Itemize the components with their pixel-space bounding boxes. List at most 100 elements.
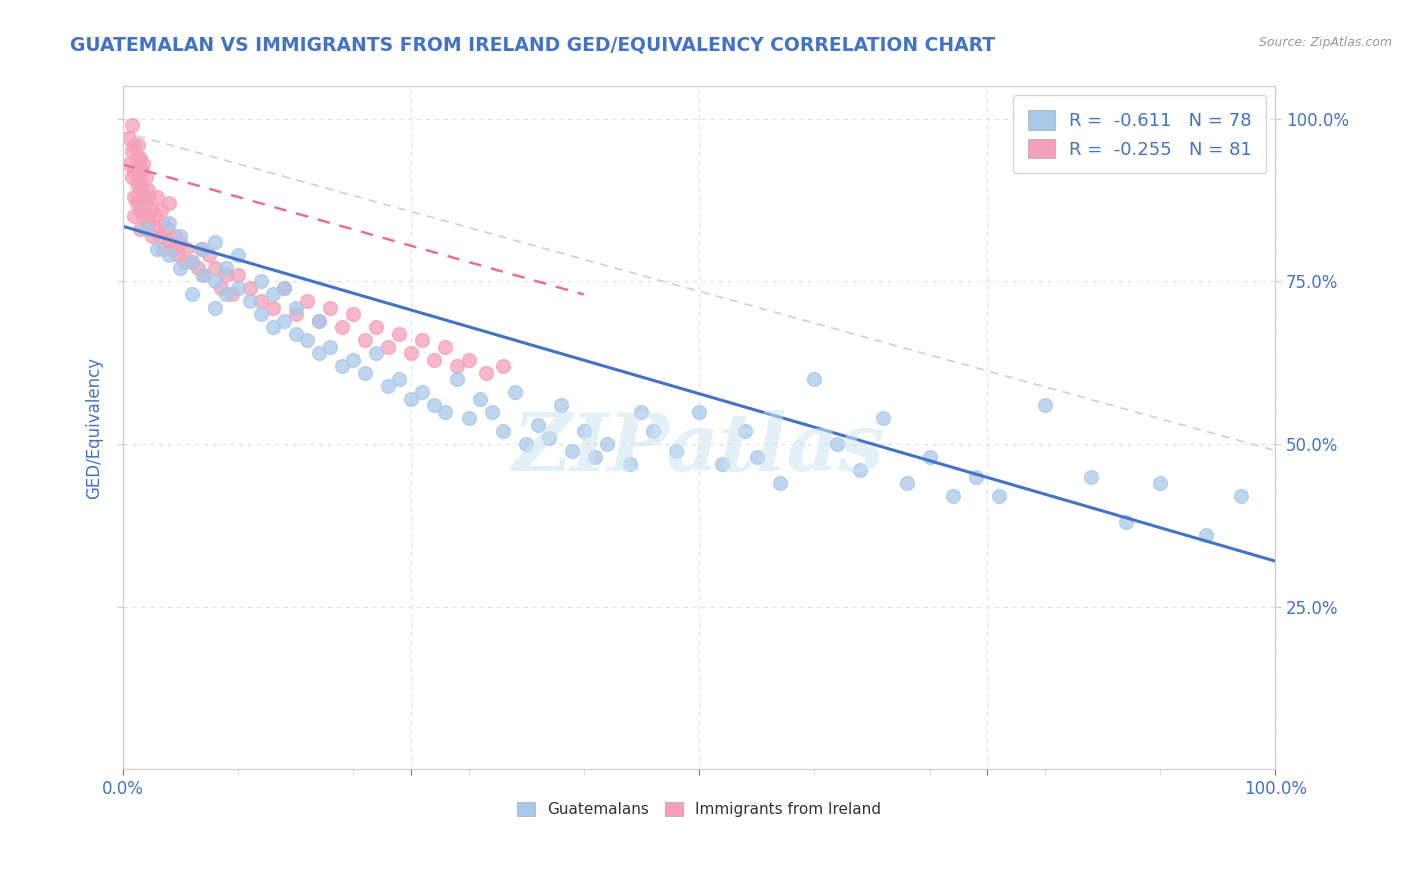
Point [492, 424, 515, 438]
Point [273, 313, 295, 327]
Point [215, 268, 238, 282]
Point [849, 463, 872, 477]
Point [136, 210, 159, 224]
Point [125, 151, 148, 165]
Point [152, 216, 174, 230]
Point [135, 222, 157, 236]
Point [827, 437, 849, 451]
Point [135, 170, 157, 185]
Point [250, 293, 273, 308]
Point [131, 164, 153, 178]
Point [342, 307, 364, 321]
Point [146, 242, 169, 256]
Point [204, 301, 226, 315]
Point [411, 385, 433, 400]
Point [238, 281, 260, 295]
Point [1115, 515, 1137, 529]
Point [342, 352, 364, 367]
Point [162, 242, 184, 256]
Point [226, 281, 249, 295]
Point [204, 275, 226, 289]
Text: GUATEMALAN VS IMMIGRANTS FROM IRELAND GED/EQUIVALENCY CORRELATION CHART: GUATEMALAN VS IMMIGRANTS FROM IRELAND GE… [70, 36, 995, 54]
Point [423, 352, 446, 367]
Point [122, 190, 145, 204]
Point [167, 248, 190, 262]
Point [149, 202, 172, 217]
Point [204, 235, 226, 250]
Point [377, 378, 399, 392]
Point [596, 437, 619, 451]
Point [284, 326, 307, 341]
Point [262, 320, 284, 334]
Point [129, 202, 152, 217]
Point [308, 313, 330, 327]
Point [745, 450, 768, 464]
Point [942, 489, 965, 503]
Point [129, 222, 152, 236]
Point [769, 476, 792, 491]
Point [187, 261, 209, 276]
Point [127, 190, 149, 204]
Point [423, 398, 446, 412]
Point [561, 443, 583, 458]
Point [262, 287, 284, 301]
Point [388, 326, 411, 341]
Point [475, 366, 498, 380]
Point [138, 216, 160, 230]
Point [157, 196, 180, 211]
Point [711, 457, 734, 471]
Point [399, 346, 422, 360]
Point [319, 301, 342, 315]
Point [250, 307, 273, 321]
Point [273, 281, 295, 295]
Point [803, 372, 825, 386]
Point [226, 248, 249, 262]
Point [583, 450, 606, 464]
Point [209, 281, 232, 295]
Legend: Guatemalans, Immigrants from Ireland: Guatemalans, Immigrants from Ireland [510, 796, 887, 823]
Point [630, 404, 652, 418]
Point [468, 392, 491, 406]
Point [538, 431, 561, 445]
Point [163, 229, 186, 244]
Point [122, 164, 145, 178]
Point [388, 372, 411, 386]
Point [129, 151, 152, 165]
Point [1149, 476, 1171, 491]
Point [353, 366, 375, 380]
Point [446, 372, 468, 386]
Point [262, 301, 284, 315]
Point [273, 281, 295, 295]
Point [117, 131, 139, 145]
Point [872, 411, 894, 425]
Point [446, 359, 468, 373]
Point [319, 339, 342, 353]
Point [308, 346, 330, 360]
Point [180, 287, 202, 301]
Point [122, 137, 145, 152]
Point [146, 222, 169, 236]
Point [193, 242, 215, 256]
Point [1230, 489, 1253, 503]
Point [204, 261, 226, 276]
Point [155, 222, 177, 236]
Point [157, 216, 180, 230]
Point [665, 443, 688, 458]
Text: Source: ZipAtlas.com: Source: ZipAtlas.com [1258, 36, 1392, 49]
Point [308, 313, 330, 327]
Point [149, 229, 172, 244]
Point [138, 190, 160, 204]
Point [169, 229, 191, 244]
Point [250, 275, 273, 289]
Point [918, 450, 941, 464]
Point [641, 424, 664, 438]
Point [125, 177, 148, 191]
Point [136, 183, 159, 197]
Point [399, 392, 422, 406]
Point [457, 411, 479, 425]
Point [492, 359, 515, 373]
Point [169, 235, 191, 250]
Point [215, 287, 238, 301]
Point [121, 119, 143, 133]
Point [434, 339, 457, 353]
